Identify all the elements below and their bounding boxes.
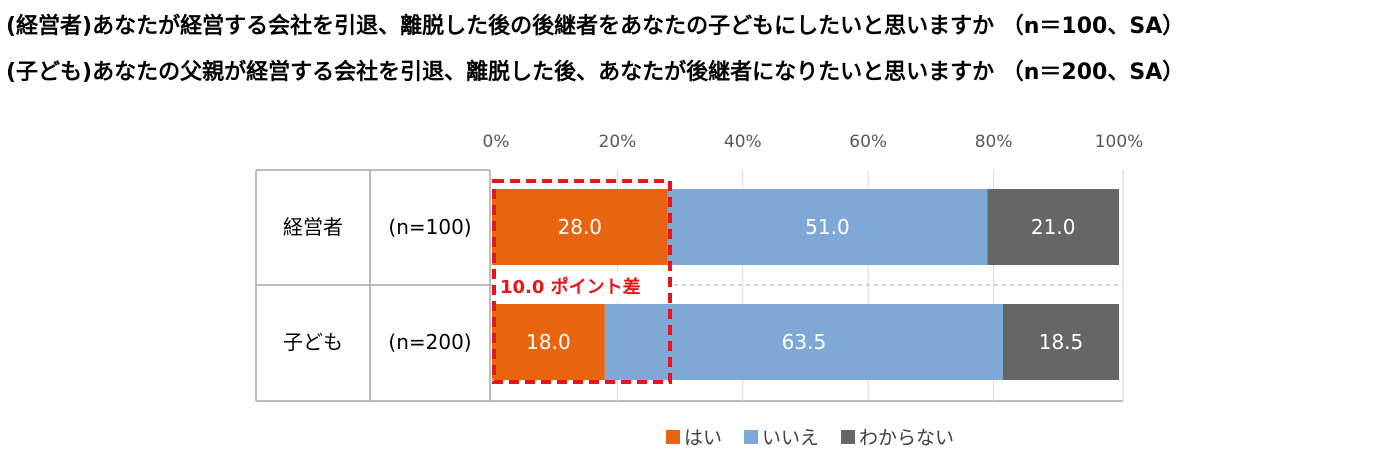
x-tick-label: 60% xyxy=(849,132,887,152)
x-tick-label: 40% xyxy=(724,132,762,152)
bar-segment xyxy=(492,304,605,380)
x-tick-label: 0% xyxy=(483,132,510,152)
legend-swatch xyxy=(666,430,680,444)
chart-title-child: (子ども)あなたの父親が経営する会社を引退、離脱した後、あなたが後継者になりたい… xyxy=(6,60,1185,85)
bar-value-label: 18.5 xyxy=(1039,330,1084,354)
bar-value-label: 21.0 xyxy=(1031,215,1076,239)
bar-value-label: 28.0 xyxy=(558,215,603,239)
annotation-background xyxy=(496,271,668,301)
legend-label: いいえ xyxy=(762,427,819,449)
row-label: 子ども xyxy=(283,330,343,354)
difference-annotation: 10.0 ポイント差 xyxy=(500,276,641,298)
legend-label: わからない xyxy=(859,427,954,449)
bar-segment xyxy=(1003,304,1119,380)
bar-value-label: 51.0 xyxy=(805,215,850,239)
row-label: 経営者 xyxy=(283,215,343,239)
bar-value-label: 18.0 xyxy=(526,330,571,354)
x-tick-label: 100% xyxy=(1095,132,1144,152)
chart-title-executive: (経営者)あなたが経営する会社を引退、離脱した後の後継者をあなたの子どもにしたい… xyxy=(6,14,1185,39)
bar-segment xyxy=(667,189,988,265)
legend-label: はい xyxy=(684,427,722,449)
x-tick-label: 20% xyxy=(599,132,637,152)
x-tick-label: 80% xyxy=(975,132,1013,152)
bar-segment xyxy=(987,189,1119,265)
legend-swatch xyxy=(744,430,759,444)
difference-highlight-box xyxy=(492,179,672,384)
row-sample-size: (n=100) xyxy=(388,215,471,239)
bar-segment xyxy=(492,189,668,265)
legend-swatch xyxy=(841,430,856,444)
row-sample-size: (n=200) xyxy=(388,330,471,354)
bar-value-label: 63.5 xyxy=(782,330,827,354)
